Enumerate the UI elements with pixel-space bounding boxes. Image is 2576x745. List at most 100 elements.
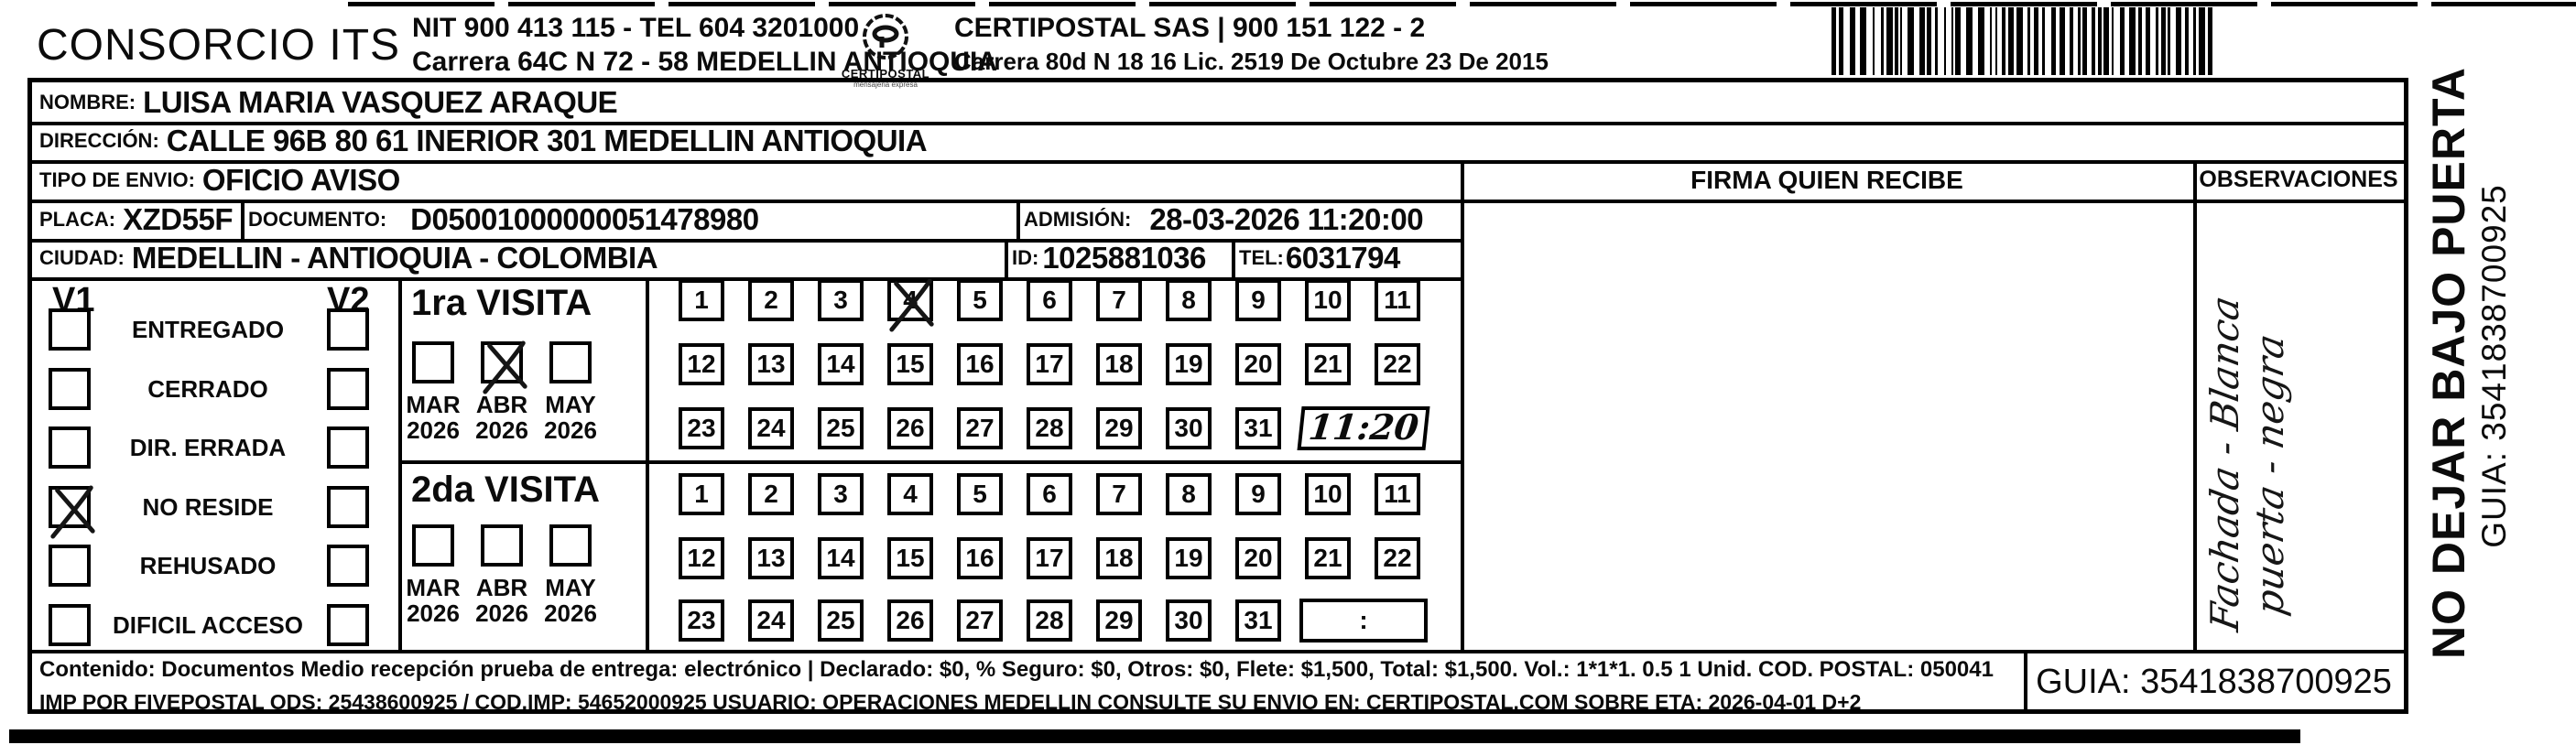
visit2-title: 2da VISITA (411, 470, 600, 510)
day-box: 10 (1305, 473, 1351, 515)
month-checkbox (412, 524, 454, 567)
month-year: 2026 (475, 599, 528, 627)
status-row: REHUSADO (32, 545, 398, 590)
v1-checkbox (49, 484, 95, 538)
day-number: 17 (1035, 350, 1064, 378)
day-box: 1 (679, 473, 724, 515)
day-box: 13 (748, 343, 794, 385)
month-year: 2026 (407, 416, 460, 444)
visit1-title: 1ra VISITA (411, 283, 592, 323)
operator-info: CERTIPOSTAL SAS | 900 151 122 - 2 Carrer… (954, 11, 1549, 79)
day-number: 7 (1112, 286, 1126, 314)
day-box: 8 (1166, 473, 1212, 515)
day-number: 7 (1112, 480, 1126, 508)
day-number: 8 (1181, 480, 1196, 508)
day-number: 4 (903, 480, 918, 508)
day-number: 1 (694, 286, 709, 314)
day-number: 2 (764, 480, 778, 508)
day-box: 9 (1235, 473, 1281, 515)
v2-column-header: V2 (327, 281, 370, 319)
day-number: 27 (965, 414, 995, 442)
month-checkbox (481, 524, 523, 567)
day-number: 22 (1383, 350, 1412, 378)
month-year: 2026 (544, 416, 597, 444)
day-number: 30 (1174, 606, 1203, 634)
day-number: 11 (1384, 286, 1411, 314)
day-box: 31 (1235, 407, 1281, 449)
day-number: 16 (965, 544, 995, 572)
day-box: 17 (1027, 537, 1072, 579)
day-box: 21 (1305, 537, 1351, 579)
day-box: 22 (1375, 343, 1420, 385)
ciudad-value: MEDELLIN - ANTIOQUIA - COLOMBIA (131, 241, 658, 275)
placa-cell: PLACA: XZD55F (32, 200, 241, 239)
day-box: 28 (1027, 407, 1072, 449)
observaciones-note-line1: Fachada - Blanca (2202, 292, 2247, 635)
day-box: 30 (1166, 599, 1212, 642)
day-box: 12 (679, 343, 724, 385)
day-number: 9 (1251, 286, 1266, 314)
contenido-line1: Contenido: Documentos Medio recepción pr… (39, 657, 1994, 682)
v2-checkbox (327, 308, 369, 351)
status-label: DIR. ERRADA (129, 434, 287, 461)
logo-tagline: mensajeria expresa (853, 81, 918, 89)
status-row: NO RESIDE (32, 484, 398, 538)
sender-nit: NIT 900 413 115 - TEL 604 3201000 (412, 13, 860, 43)
v1-checkbox (49, 545, 91, 587)
observaciones-note-line2: puerta - negra (2247, 330, 2292, 619)
v1-checkbox (49, 308, 91, 351)
v1-checkbox (49, 367, 91, 410)
id-value: 1025881036 (1042, 241, 1206, 275)
v2-checkbox (327, 485, 369, 528)
month-label: MAY (545, 574, 596, 601)
day-box: 26 (887, 407, 933, 449)
day-number: 21 (1313, 350, 1342, 378)
day-box: 25 (818, 599, 864, 642)
signature-area (1464, 203, 2190, 646)
month-year: 2026 (544, 599, 597, 627)
tel-cell: TEL: 6031794 (1232, 239, 1461, 277)
v2-checkbox (327, 367, 369, 410)
day-number: 6 (1042, 286, 1057, 314)
day-box: 17 (1027, 343, 1072, 385)
day-number: 12 (687, 350, 716, 378)
day-box: 14 (818, 537, 864, 579)
day-number: 29 (1104, 606, 1134, 634)
day-box: 27 (957, 407, 1003, 449)
tipo-envio-label: TIPO DE ENVIO: (39, 167, 195, 191)
day-box: 5 (957, 279, 1003, 321)
month-label: ABR (475, 574, 528, 601)
admision-value: 28-03-2026 11:20:00 (1149, 201, 1424, 236)
day-number: 31 (1244, 414, 1273, 442)
observaciones-header: OBSERVACIONES (2199, 167, 2398, 192)
day-box: 6 (1027, 279, 1072, 321)
day-box: 15 (887, 343, 933, 385)
month-checkbox (549, 524, 592, 567)
handwritten-x-icon (50, 484, 95, 538)
contenido-line2: IMP POR FIVEPOSTAL ODS: 25438600925 / CO… (39, 690, 1862, 714)
day-number: 9 (1251, 480, 1266, 508)
status-label: DIFICIL ACCESO (112, 610, 303, 639)
day-number: 14 (826, 350, 855, 378)
v1-checkbox (49, 603, 91, 646)
id-cell: ID: 1025881036 (1005, 239, 1232, 277)
day-box: 9 (1235, 279, 1281, 321)
day-number: 8 (1181, 286, 1196, 314)
top-border-line (348, 2, 2576, 6)
day-number: 6 (1042, 480, 1057, 508)
no-dejar-bajo-puerta-text: NO DEJAR BAJO PUERTA (2423, 67, 2474, 659)
ciudad-label: CIUDAD: (39, 246, 125, 269)
operator-name: CERTIPOSTAL SAS | 900 151 122 - 2 (954, 13, 1426, 43)
day-box: 28 (1027, 599, 1072, 642)
day-box: 14 (818, 343, 864, 385)
day-box: 23 (679, 407, 724, 449)
month-label: MAR (406, 574, 461, 601)
v2-checkbox (327, 545, 369, 587)
day-box: 29 (1096, 599, 1142, 642)
day-number: 26 (896, 606, 925, 634)
day-box: 30 (1166, 407, 1212, 449)
day-box: 4 (887, 473, 933, 515)
barcode (1831, 7, 2212, 75)
day-number: 22 (1383, 544, 1412, 572)
day-box: 23 (679, 599, 724, 642)
